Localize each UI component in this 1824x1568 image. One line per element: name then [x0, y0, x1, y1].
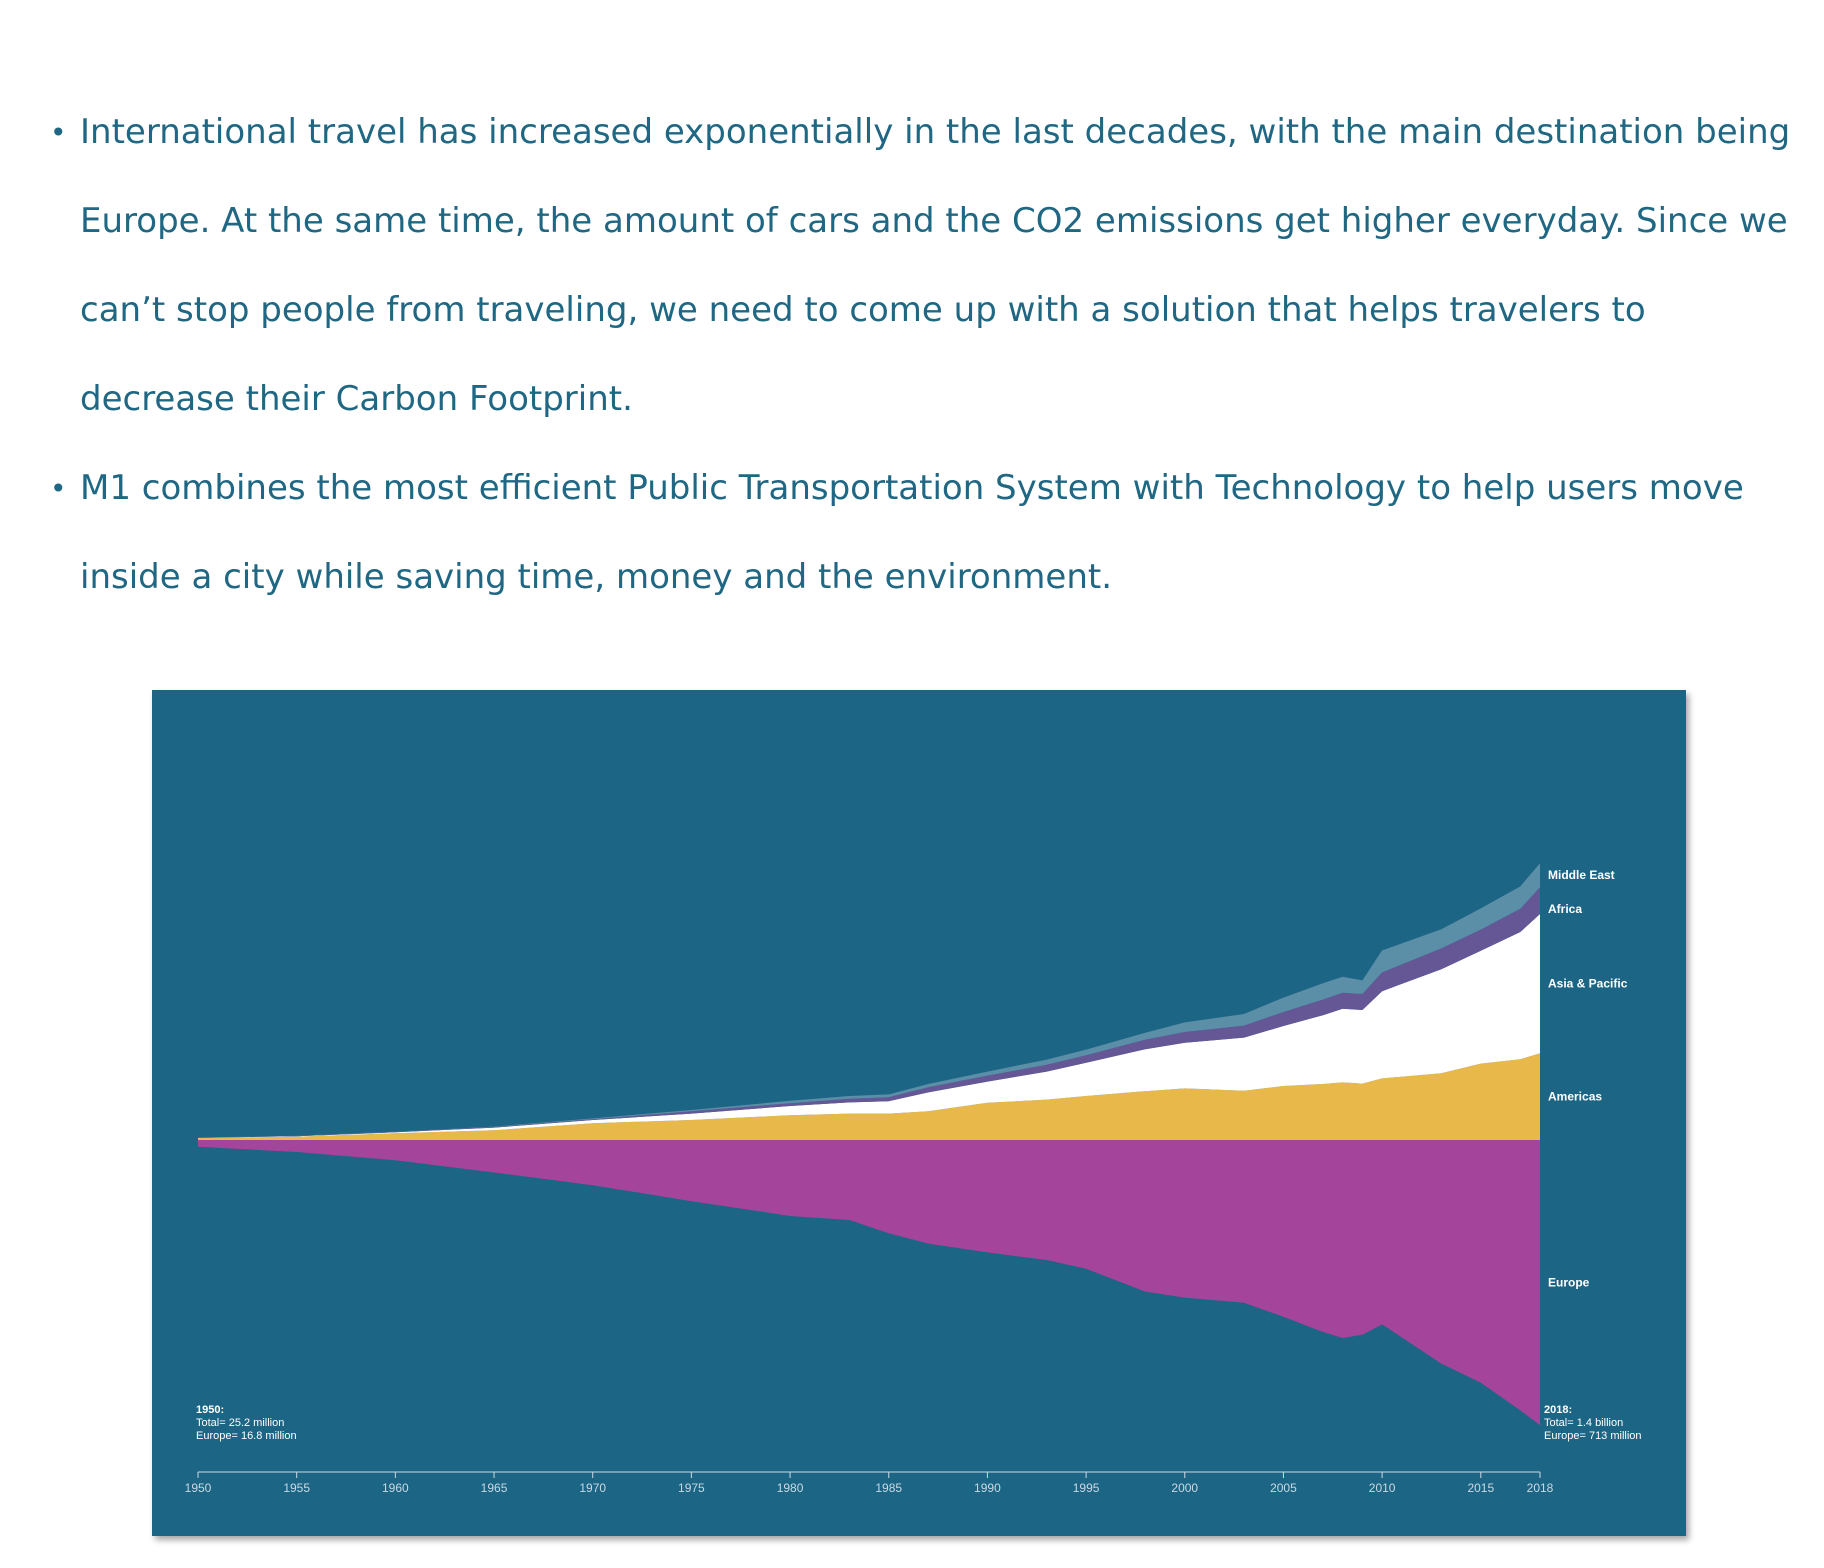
bullet-dot: •	[50, 472, 67, 505]
annotation-2018-title: 2018:	[1544, 1404, 1572, 1416]
series-label-europe: Europe	[1548, 1276, 1590, 1290]
x-tick-label: 2000	[1171, 1481, 1198, 1495]
x-tick-label: 1975	[678, 1481, 705, 1495]
x-tick-label: 1950	[185, 1481, 212, 1495]
area-americas	[198, 1053, 1540, 1140]
x-tick-label: 2018	[1527, 1481, 1554, 1495]
x-tick-label: 1985	[875, 1481, 902, 1495]
bullet-dot: •	[50, 116, 67, 149]
streamgraph-chart: 1950 1955 1960 1965 1970 1975 1980 1985 1990 1995…	[185, 863, 1642, 1495]
annotation-1950-total: Total= 25.2 million	[196, 1417, 284, 1429]
series-label-middle-east: Middle East	[1548, 868, 1615, 882]
series-label-americas: Americas	[1548, 1090, 1602, 1104]
annotation-2018-europe: Europe= 713 million	[1544, 1430, 1642, 1442]
intro-bullet-list: • International travel has increased exp…	[50, 88, 1810, 622]
x-tick-label: 1990	[974, 1481, 1001, 1495]
x-tick-label: 1995	[1073, 1481, 1100, 1495]
x-tick-label: 1965	[481, 1481, 508, 1495]
area-asia-pacific	[198, 914, 1540, 1138]
series-label-asia-pacific: Asia & Pacific	[1548, 977, 1628, 991]
bullet-text: M1 combines the most efficient Public Tr…	[80, 468, 1744, 597]
bullet-text: International travel has increased expon…	[80, 112, 1791, 419]
tourism-streamgraph-figure: 1950 1955 1960 1965 1970 1975 1980 1985 1990 1995…	[152, 690, 1686, 1536]
intro-bullet: • M1 combines the most efficient Public …	[50, 444, 1810, 622]
x-tick-label: 1960	[382, 1481, 409, 1495]
x-tick-label: 2015	[1467, 1481, 1494, 1495]
annotation-2018: 2018: Total= 1.4 billion Europe= 713 mil…	[1544, 1404, 1642, 1442]
x-tick-label: 1980	[777, 1481, 804, 1495]
x-tick-label: 2005	[1270, 1481, 1297, 1495]
x-tick-label: 1970	[579, 1481, 606, 1495]
series-label-africa: Africa	[1548, 902, 1582, 916]
x-tick-label: 1955	[283, 1481, 310, 1495]
annotation-1950-europe: Europe= 16.8 million	[196, 1430, 297, 1442]
annotation-2018-total: Total= 1.4 billion	[1544, 1417, 1623, 1429]
annotation-1950-title: 1950:	[196, 1404, 224, 1416]
x-tick-label: 2010	[1369, 1481, 1396, 1495]
annotation-1950: 1950: Total= 25.2 million Europe= 16.8 m…	[196, 1404, 297, 1442]
area-europe	[198, 1140, 1540, 1426]
intro-bullet: • International travel has increased exp…	[50, 88, 1810, 444]
